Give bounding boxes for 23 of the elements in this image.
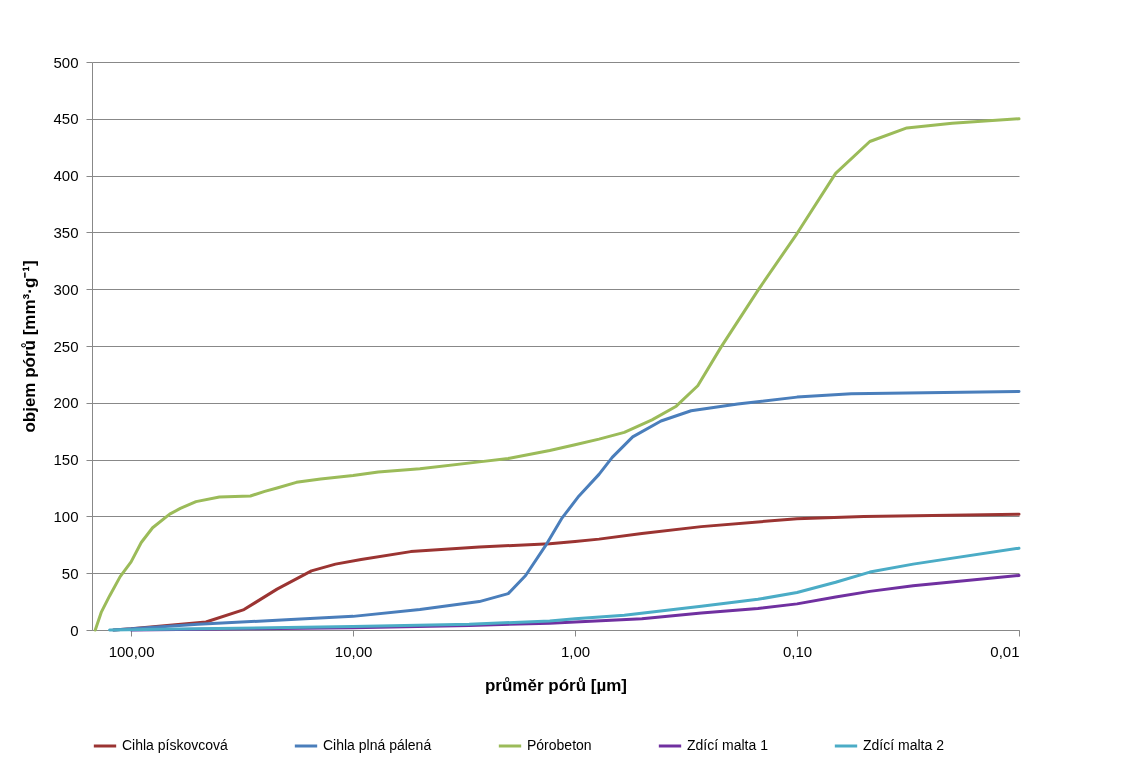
legend-label: Zdící malta 2 [863,737,945,753]
y-tick-label: 450 [53,110,79,128]
x-tick-label: 100,00 [108,642,155,660]
y-tick-label: 300 [53,280,79,298]
y-tick-label: 100 [53,507,79,525]
y-axis-title: objem pórů [mm³·g⁻¹] [20,260,40,433]
x-axis-title: průměr pórů [µm] [484,675,628,695]
y-tick-label: 50 [61,564,79,582]
x-tick-label: 0,10 [782,642,813,660]
y-tick-label: 0 [70,621,79,639]
y-tick-label: 200 [53,394,79,412]
y-tick-label: 400 [53,167,79,185]
legend-label: Zdící malta 1 [687,737,769,753]
x-tick-label: 0,01 [990,642,1020,660]
legend-label: Cihla plná pálená [323,737,432,753]
y-tick-label: 150 [53,451,79,469]
legend-label: Pórobeton [527,737,592,753]
y-tick-label: 250 [53,337,79,355]
y-tick-label: 350 [53,223,79,241]
x-tick-label: 10,00 [334,642,373,660]
x-tick-label: 1,00 [560,642,591,660]
y-tick-label: 500 [53,53,79,71]
legend-label: Cihla pískovcová [122,737,229,753]
